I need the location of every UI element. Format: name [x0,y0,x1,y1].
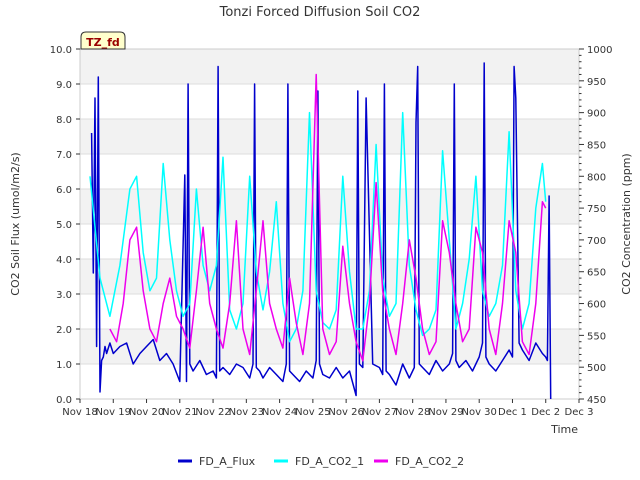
grid-band [80,119,579,154]
series-lines [89,62,552,400]
x-tick-label: Nov 24 [262,407,297,418]
right-tick-label: 700 [587,236,606,247]
x-tick-label: Nov 28 [395,407,430,418]
x-tick-label: Dec 1 [498,407,527,418]
right-tick-label: 600 [587,300,606,311]
x-tick-label: Nov 27 [362,407,397,418]
x-tick-label: Nov 22 [195,407,230,418]
left-tick-label: 7.0 [56,150,72,161]
x-tick-label: Nov 20 [129,407,164,418]
x-tick-label: Nov 21 [162,407,197,418]
right-axis-ticks: 450 500 550 600 650 700 750 800 850 900 950 1000 [579,45,612,406]
left-tick-label: 0.0 [56,395,72,406]
left-tick-label: 3.0 [56,290,72,301]
right-tick-label: 650 [587,268,606,279]
left-tick-label: 10.0 [50,45,72,56]
y-axis-label-left: CO2 Soil Flux (umol/m2/s) [9,152,22,295]
right-tick-label: 1000 [587,45,612,56]
grid-band [80,49,579,84]
right-tick-label: 450 [587,395,606,406]
series-line-fd-a-co2-1 [89,111,547,343]
left-tick-label: 9.0 [56,80,72,91]
left-tick-label: 6.0 [56,185,72,196]
right-tick-label: 950 [587,77,606,88]
y-axis-label-right: CO2 Concentration (ppm) [620,153,633,294]
grid-bands [80,49,579,364]
grid-band [80,259,579,294]
site-badge: TZ_fd [80,31,126,50]
x-tick-label: Dec 2 [531,407,560,418]
x-tick-label: Nov 19 [96,407,131,418]
legend-label: FD_A_Flux [199,455,256,468]
right-tick-label: 500 [587,363,606,374]
right-tick-label: 900 [587,109,606,120]
left-tick-label: 4.0 [56,255,72,266]
right-tick-label: 550 [587,331,606,342]
left-axis-ticks: 0.0 1.0 2.0 3.0 4.0 5.0 6.0 7.0 8.0 9.0 10.0 [50,45,80,406]
x-tick-label: Dec 3 [565,407,594,418]
series-line-fd-a-flux [90,62,552,400]
grid-band [80,189,579,224]
x-tick-label: Nov 23 [229,407,264,418]
right-tick-label: 800 [587,172,606,183]
x-tick-label: Nov 18 [62,407,97,418]
x-tick-label: Nov 25 [295,407,330,418]
x-tick-label: Nov 30 [461,407,496,418]
left-tick-label: 2.0 [56,325,72,336]
left-tick-label: 8.0 [56,115,72,126]
legend-label: FD_A_CO2_1 [295,455,364,468]
site-badge-label: TZ_fd [86,36,120,49]
x-axis-label: Time [550,423,578,436]
x-tick-label: Nov 29 [428,407,463,418]
right-tick-label: 750 [587,204,606,215]
legend: FD_A_Flux FD_A_CO2_1 FD_A_CO2_2 [178,455,464,468]
grid-band [80,329,579,364]
left-tick-label: 5.0 [56,220,72,231]
x-tick-label: Nov 26 [328,407,363,418]
left-tick-label: 1.0 [56,360,72,371]
series-line-fd-a-co2-2 [109,73,547,362]
chart-title: Tonzi Forced Diffusion Soil CO2 [219,5,421,20]
grid-lines [80,48,579,400]
right-tick-label: 850 [587,140,606,151]
legend-label: FD_A_CO2_2 [395,455,464,468]
